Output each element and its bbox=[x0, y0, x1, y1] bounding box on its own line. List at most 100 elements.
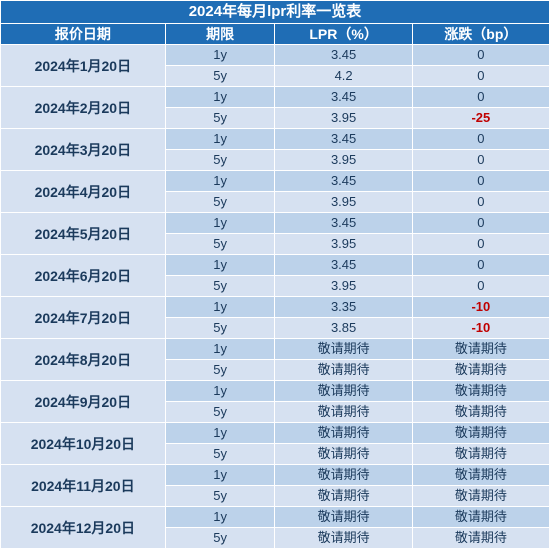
cell-change: 0 bbox=[412, 87, 549, 108]
cell-change: 敬请期待 bbox=[412, 423, 549, 444]
cell-change: 0 bbox=[412, 213, 549, 234]
cell-date: 2024年6月20日 bbox=[1, 255, 166, 297]
cell-date: 2024年5月20日 bbox=[1, 213, 166, 255]
cell-lpr: 3.45 bbox=[275, 129, 412, 150]
cell-lpr: 3.45 bbox=[275, 213, 412, 234]
cell-lpr: 敬请期待 bbox=[275, 465, 412, 486]
cell-date: 2024年7月20日 bbox=[1, 297, 166, 339]
lpr-table: 2024年每月lpr利率一览表 报价日期 期限 LPR（%） 涨跌（bp） 20… bbox=[0, 0, 550, 549]
cell-change: 0 bbox=[412, 150, 549, 171]
cell-lpr: 3.45 bbox=[275, 255, 412, 276]
cell-lpr: 3.35 bbox=[275, 297, 412, 318]
cell-term: 1y bbox=[165, 297, 275, 318]
cell-lpr: 敬请期待 bbox=[275, 486, 412, 507]
cell-lpr: 4.2 bbox=[275, 66, 412, 87]
cell-change: 敬请期待 bbox=[412, 339, 549, 360]
table-title-row: 2024年每月lpr利率一览表 bbox=[1, 1, 550, 24]
table-row: 2024年11月20日1y敬请期待敬请期待 bbox=[1, 465, 550, 486]
cell-term: 5y bbox=[165, 66, 275, 87]
cell-date: 2024年12月20日 bbox=[1, 507, 166, 549]
cell-lpr: 3.45 bbox=[275, 171, 412, 192]
cell-lpr: 3.95 bbox=[275, 234, 412, 255]
cell-term: 5y bbox=[165, 360, 275, 381]
cell-term: 5y bbox=[165, 318, 275, 339]
table-row: 2024年12月20日1y敬请期待敬请期待 bbox=[1, 507, 550, 528]
col-term: 期限 bbox=[165, 24, 275, 45]
cell-lpr: 3.95 bbox=[275, 276, 412, 297]
cell-term: 1y bbox=[165, 213, 275, 234]
cell-date: 2024年4月20日 bbox=[1, 171, 166, 213]
cell-change: -10 bbox=[412, 297, 549, 318]
cell-date: 2024年8月20日 bbox=[1, 339, 166, 381]
table-row: 2024年8月20日1y敬请期待敬请期待 bbox=[1, 339, 550, 360]
cell-term: 5y bbox=[165, 150, 275, 171]
cell-term: 5y bbox=[165, 108, 275, 129]
cell-change: 敬请期待 bbox=[412, 381, 549, 402]
cell-change: 敬请期待 bbox=[412, 465, 549, 486]
cell-lpr: 3.45 bbox=[275, 45, 412, 66]
table-title: 2024年每月lpr利率一览表 bbox=[1, 1, 550, 24]
cell-change: 0 bbox=[412, 66, 549, 87]
cell-term: 1y bbox=[165, 129, 275, 150]
cell-lpr: 敬请期待 bbox=[275, 360, 412, 381]
cell-change: 敬请期待 bbox=[412, 402, 549, 423]
cell-change: 0 bbox=[412, 171, 549, 192]
cell-term: 1y bbox=[165, 507, 275, 528]
cell-term: 5y bbox=[165, 192, 275, 213]
cell-term: 5y bbox=[165, 402, 275, 423]
table-row: 2024年2月20日1y3.450 bbox=[1, 87, 550, 108]
col-date: 报价日期 bbox=[1, 24, 166, 45]
cell-change: 0 bbox=[412, 129, 549, 150]
table-row: 2024年5月20日1y3.450 bbox=[1, 213, 550, 234]
cell-term: 1y bbox=[165, 87, 275, 108]
cell-term: 1y bbox=[165, 171, 275, 192]
table-row: 2024年9月20日1y敬请期待敬请期待 bbox=[1, 381, 550, 402]
cell-date: 2024年11月20日 bbox=[1, 465, 166, 507]
cell-lpr: 敬请期待 bbox=[275, 444, 412, 465]
cell-change: 敬请期待 bbox=[412, 360, 549, 381]
cell-change: 0 bbox=[412, 234, 549, 255]
cell-lpr: 3.85 bbox=[275, 318, 412, 339]
table-row: 2024年1月20日1y3.450 bbox=[1, 45, 550, 66]
table-header-row: 报价日期 期限 LPR（%） 涨跌（bp） bbox=[1, 24, 550, 45]
col-change: 涨跌（bp） bbox=[412, 24, 549, 45]
cell-change: 0 bbox=[412, 276, 549, 297]
cell-lpr: 敬请期待 bbox=[275, 339, 412, 360]
cell-lpr: 3.95 bbox=[275, 150, 412, 171]
cell-term: 5y bbox=[165, 486, 275, 507]
cell-term: 1y bbox=[165, 423, 275, 444]
cell-term: 5y bbox=[165, 528, 275, 549]
cell-change: -25 bbox=[412, 108, 549, 129]
cell-change: 敬请期待 bbox=[412, 507, 549, 528]
cell-change: 0 bbox=[412, 255, 549, 276]
cell-change: 敬请期待 bbox=[412, 486, 549, 507]
cell-change: 0 bbox=[412, 192, 549, 213]
cell-lpr: 敬请期待 bbox=[275, 528, 412, 549]
cell-lpr: 3.95 bbox=[275, 108, 412, 129]
table-row: 2024年7月20日1y3.35-10 bbox=[1, 297, 550, 318]
table-row: 2024年10月20日1y敬请期待敬请期待 bbox=[1, 423, 550, 444]
cell-lpr: 敬请期待 bbox=[275, 507, 412, 528]
cell-term: 5y bbox=[165, 234, 275, 255]
cell-lpr: 敬请期待 bbox=[275, 423, 412, 444]
cell-term: 1y bbox=[165, 381, 275, 402]
cell-term: 5y bbox=[165, 276, 275, 297]
cell-term: 1y bbox=[165, 465, 275, 486]
cell-lpr: 3.45 bbox=[275, 87, 412, 108]
cell-date: 2024年10月20日 bbox=[1, 423, 166, 465]
table-row: 2024年4月20日1y3.450 bbox=[1, 171, 550, 192]
cell-lpr: 3.95 bbox=[275, 192, 412, 213]
cell-lpr: 敬请期待 bbox=[275, 381, 412, 402]
lpr-table-container: 2024年每月lpr利率一览表 报价日期 期限 LPR（%） 涨跌（bp） 20… bbox=[0, 0, 550, 549]
cell-term: 1y bbox=[165, 339, 275, 360]
cell-lpr: 敬请期待 bbox=[275, 402, 412, 423]
cell-term: 1y bbox=[165, 255, 275, 276]
cell-term: 5y bbox=[165, 444, 275, 465]
cell-date: 2024年1月20日 bbox=[1, 45, 166, 87]
cell-term: 1y bbox=[165, 45, 275, 66]
cell-change: -10 bbox=[412, 318, 549, 339]
cell-change: 敬请期待 bbox=[412, 444, 549, 465]
cell-change: 敬请期待 bbox=[412, 528, 549, 549]
table-row: 2024年6月20日1y3.450 bbox=[1, 255, 550, 276]
table-row: 2024年3月20日1y3.450 bbox=[1, 129, 550, 150]
